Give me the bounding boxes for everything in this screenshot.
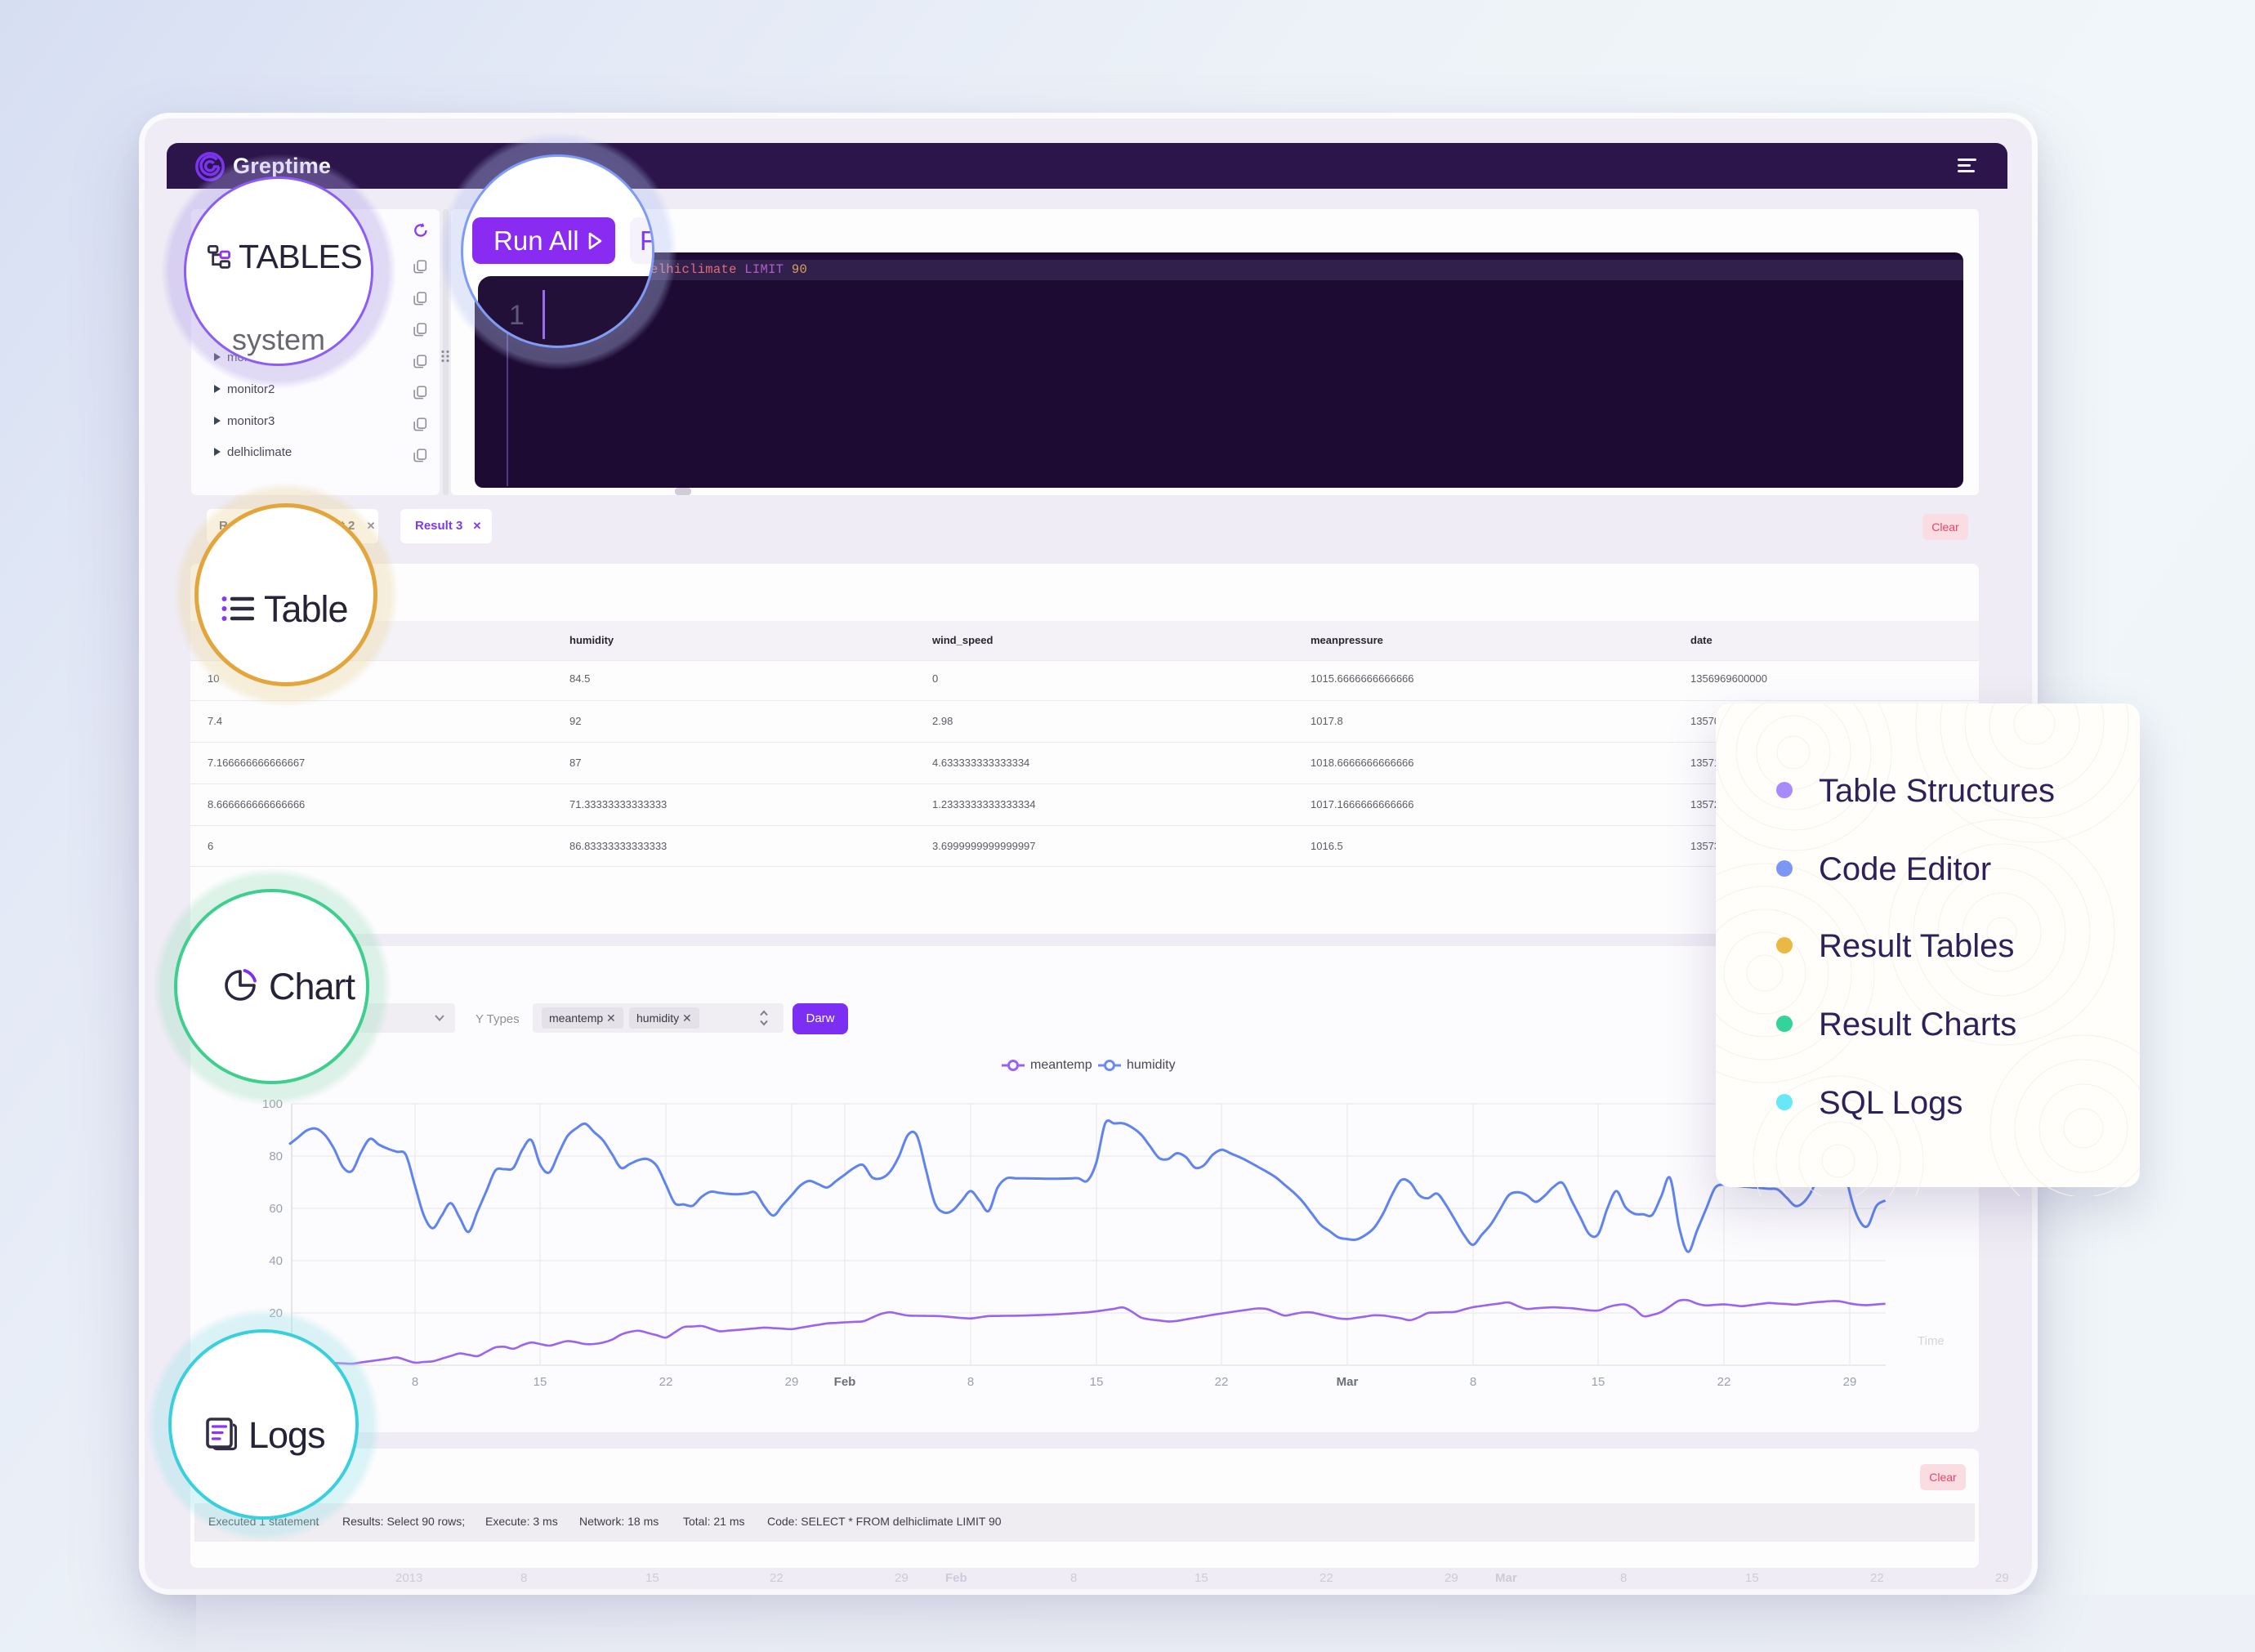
svg-text:22: 22	[1215, 1375, 1229, 1389]
svg-text:Mar: Mar	[1337, 1375, 1359, 1389]
svg-text:8: 8	[412, 1375, 418, 1389]
svg-text:80: 80	[269, 1150, 283, 1163]
svg-text:22: 22	[659, 1375, 673, 1389]
svg-text:29: 29	[1843, 1375, 1857, 1389]
svg-text:100: 100	[262, 1097, 283, 1111]
svg-text:Time: Time	[1918, 1334, 1945, 1348]
svg-text:20: 20	[269, 1306, 283, 1320]
svg-text:22: 22	[1717, 1375, 1731, 1389]
svg-text:40: 40	[269, 1254, 283, 1268]
svg-text:29: 29	[785, 1375, 799, 1389]
svg-text:8: 8	[967, 1375, 974, 1389]
svg-text:Feb: Feb	[834, 1375, 856, 1389]
svg-text:15: 15	[534, 1375, 547, 1389]
svg-text:15: 15	[1090, 1375, 1104, 1389]
svg-text:60: 60	[269, 1202, 283, 1216]
svg-text:8: 8	[1470, 1375, 1476, 1389]
svg-text:15: 15	[1592, 1375, 1605, 1389]
